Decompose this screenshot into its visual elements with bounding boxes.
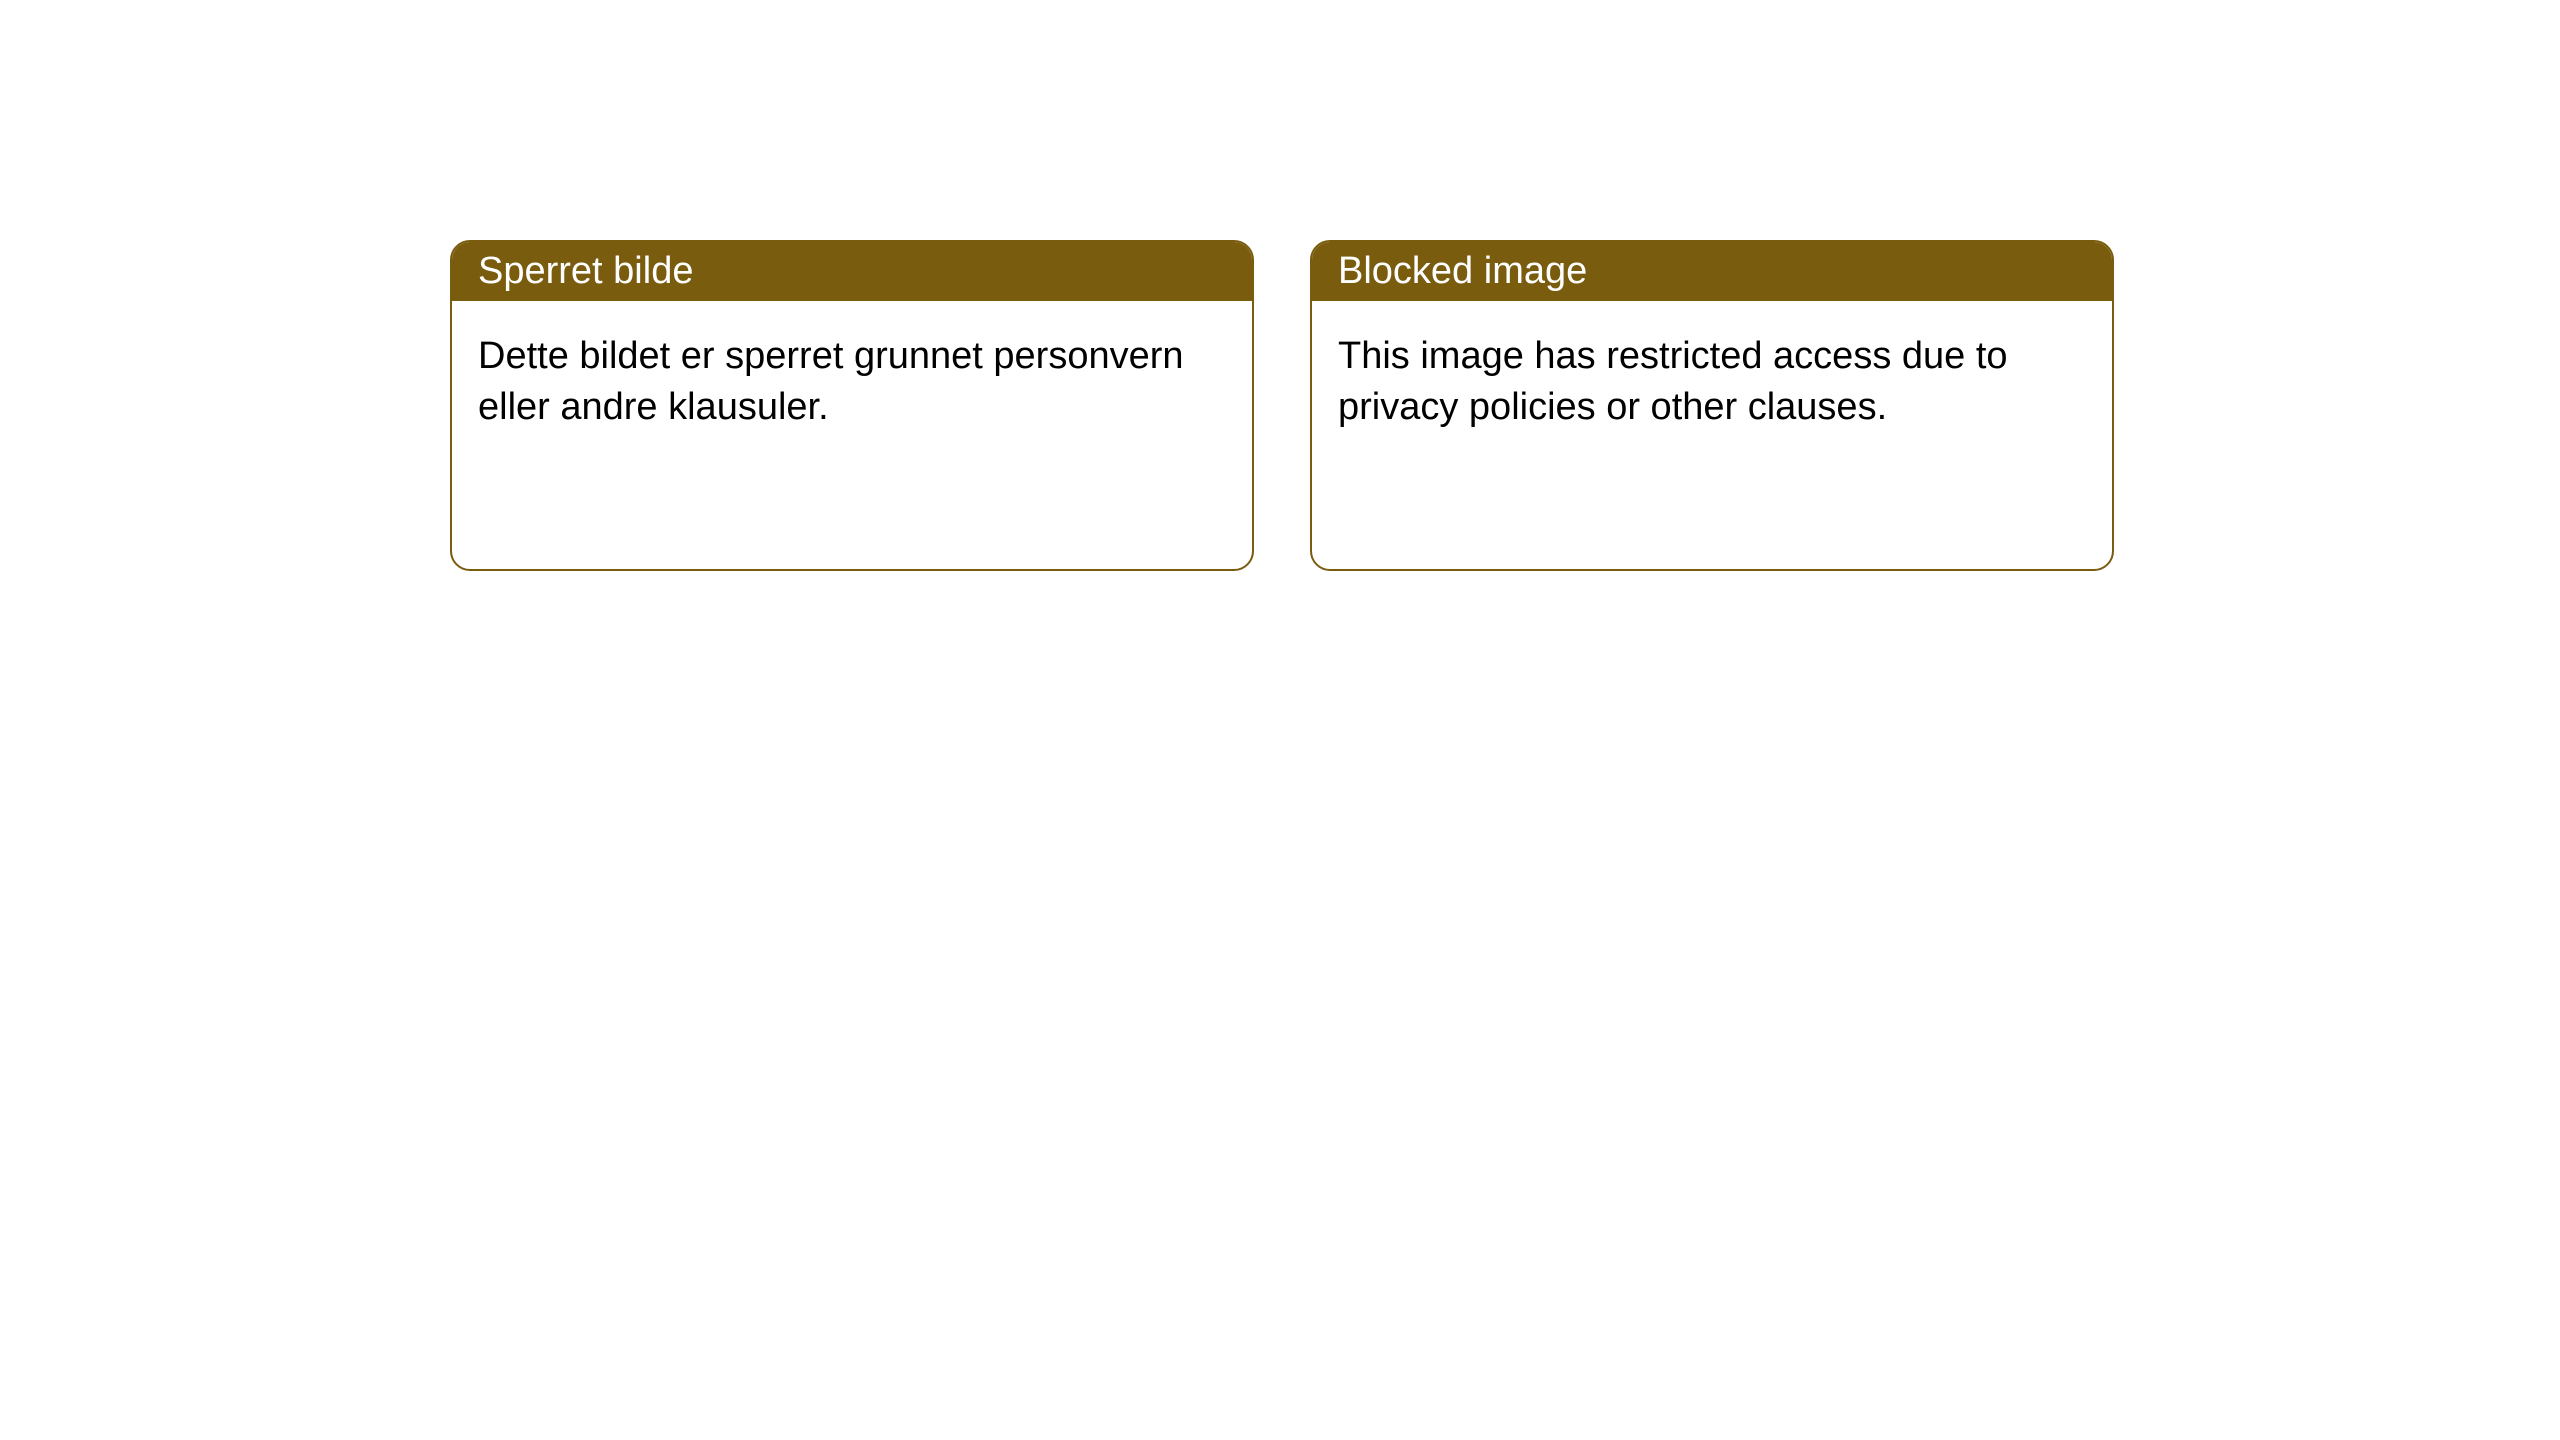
blocked-image-card-en: Blocked image This image has restricted … — [1310, 240, 2114, 571]
card-body-no: Dette bildet er sperret grunnet personve… — [452, 301, 1252, 464]
card-header-no: Sperret bilde — [452, 242, 1252, 301]
card-body-en: This image has restricted access due to … — [1312, 301, 2112, 464]
notice-container: Sperret bilde Dette bildet er sperret gr… — [0, 0, 2560, 571]
card-header-en: Blocked image — [1312, 242, 2112, 301]
blocked-image-card-no: Sperret bilde Dette bildet er sperret gr… — [450, 240, 1254, 571]
